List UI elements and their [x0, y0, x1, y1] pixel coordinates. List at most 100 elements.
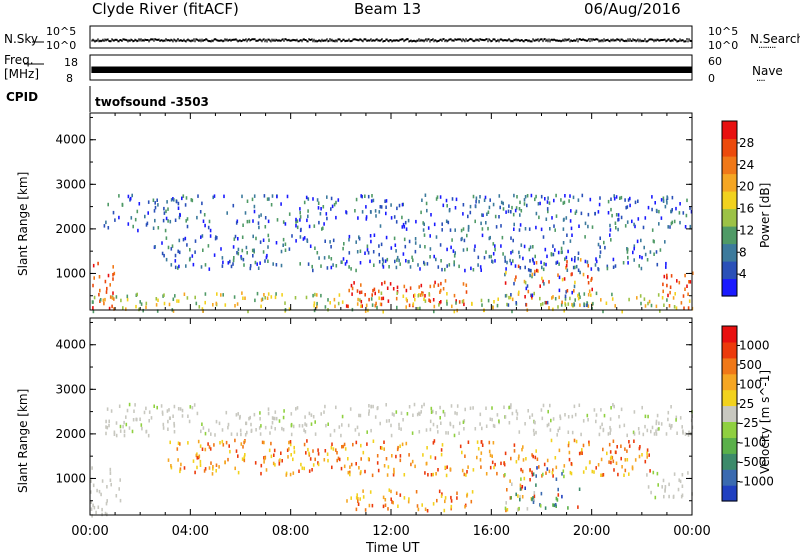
heatmap-cell	[370, 199, 373, 203]
heatmap-cell	[237, 237, 239, 241]
heatmap-cell	[610, 238, 612, 242]
heatmap-cell	[362, 450, 365, 455]
heatmap-cell	[469, 210, 472, 215]
heatmap-cell	[99, 288, 101, 293]
heatmap-cell	[555, 261, 557, 265]
heatmap-cell	[243, 458, 246, 463]
heatmap-cell	[487, 298, 490, 303]
heatmap-cell	[299, 215, 302, 219]
heatmap-cell	[597, 210, 600, 214]
heatmap-cell	[253, 209, 256, 214]
heatmap-cell	[164, 228, 167, 233]
heatmap-cell	[147, 211, 149, 215]
heatmap-cell	[282, 237, 285, 242]
heatmap-cell	[416, 412, 419, 417]
heatmap-cell	[288, 440, 290, 445]
heatmap-cell	[390, 246, 393, 250]
colorbar-swatch	[722, 138, 737, 157]
heatmap-cell	[658, 427, 660, 431]
heatmap-cell	[112, 291, 114, 295]
heatmap-cell	[108, 423, 110, 428]
heatmap-cell	[679, 479, 682, 484]
heatmap-cell	[314, 420, 316, 424]
heatmap-cell	[586, 260, 589, 264]
heatmap-cell	[145, 406, 147, 411]
heatmap-cell	[371, 194, 373, 198]
heatmap-cell	[177, 407, 180, 411]
heatmap-cell	[497, 297, 499, 301]
heatmap-cell	[162, 218, 165, 223]
heatmap-cell	[600, 473, 602, 477]
heatmap-cell	[204, 300, 206, 305]
heatmap-cell	[229, 259, 231, 264]
heatmap-cell	[520, 487, 523, 491]
heatmap-cell	[492, 202, 495, 207]
heatmap-cell	[110, 482, 112, 487]
heatmap-cell	[242, 223, 244, 227]
heatmap-cell	[429, 419, 432, 424]
heatmap-cell	[123, 433, 126, 438]
heatmap-cell	[384, 498, 387, 502]
colorbar-tick-label: 12	[739, 223, 754, 237]
heatmap-cell	[678, 211, 681, 215]
heatmap-cell	[355, 440, 358, 445]
heatmap-cell	[232, 262, 234, 266]
heatmap-cell	[398, 258, 400, 263]
heatmap-cell	[652, 470, 655, 475]
heatmap-cell	[681, 425, 683, 429]
heatmap-cell	[612, 257, 615, 262]
heatmap-cell	[419, 267, 421, 271]
heatmap-cell	[109, 467, 112, 472]
heatmap-cell	[393, 413, 395, 417]
heatmap-cell	[427, 226, 430, 230]
heatmap-cell	[173, 424, 176, 428]
heatmap-cell	[312, 449, 314, 453]
heatmap-cell	[227, 457, 229, 462]
heatmap-cell	[225, 440, 228, 445]
heatmap-cell	[620, 195, 623, 200]
heatmap-cell	[640, 266, 643, 271]
heatmap-cell	[485, 250, 487, 254]
heatmap-cell	[585, 466, 587, 470]
heatmap-cell	[580, 211, 583, 216]
heatmap-cell	[325, 212, 328, 216]
heatmap-cell	[602, 473, 605, 477]
heatmap-cell	[519, 223, 522, 227]
heatmap-cell	[561, 494, 563, 499]
heatmap-cell	[515, 206, 518, 210]
colorbar-tick-label: 100	[739, 377, 762, 391]
heatmap-cell	[421, 198, 423, 202]
heatmap-cell	[246, 430, 248, 435]
heatmap-cell	[122, 306, 124, 310]
heatmap-cell	[104, 279, 107, 284]
heatmap-cell	[505, 508, 507, 513]
x-tick-label: 20:00	[573, 524, 610, 539]
heatmap-cell	[688, 280, 690, 284]
heatmap-cell	[634, 200, 637, 205]
colorbar-tick-label: 8	[739, 245, 747, 259]
heatmap-cell	[232, 245, 235, 249]
heatmap-cell	[670, 221, 673, 226]
heatmap-cell	[112, 265, 114, 269]
heatmap-cell	[438, 301, 441, 305]
heatmap-cell	[489, 465, 492, 470]
heatmap-cell	[341, 300, 344, 304]
heatmap-cell	[430, 410, 433, 414]
heatmap-cell	[464, 407, 466, 412]
y-tick-label: 2000	[55, 427, 86, 441]
heatmap-cell	[519, 497, 521, 502]
heatmap-cell	[466, 233, 468, 238]
heatmap-cell	[504, 272, 506, 277]
heatmap-cell	[588, 440, 590, 445]
heatmap-cell	[177, 441, 180, 445]
heatmap-cell	[517, 264, 520, 269]
heatmap-cell	[681, 473, 684, 477]
heatmap-cell	[348, 265, 350, 269]
heatmap-cell	[436, 498, 438, 503]
heatmap-cell	[216, 236, 218, 240]
heatmap-cell	[126, 408, 129, 413]
heatmap-cell	[380, 291, 383, 295]
heatmap-cell	[552, 252, 555, 257]
heatmap-cell	[537, 269, 539, 273]
heatmap-cell	[331, 442, 333, 446]
